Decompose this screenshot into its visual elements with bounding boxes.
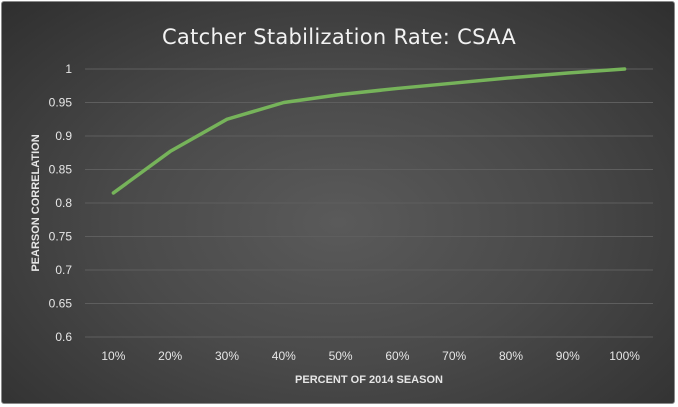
x-tick-label: 70% — [442, 349, 466, 363]
data-point — [566, 71, 570, 75]
data-point — [395, 86, 399, 90]
data-point — [623, 67, 627, 71]
chart-title: Catcher Stabilization Rate: CSAA — [162, 25, 516, 49]
x-tick-label: 100% — [609, 349, 640, 363]
series-layer — [111, 67, 627, 195]
y-axis-label: PEARSON CORRELATION — [30, 134, 42, 271]
y-tick-label: 0.95 — [49, 96, 73, 110]
y-axis-ticks: 0.6 0.65 0.7 0.75 0.8 0.85 0.9 0.95 1 — [49, 62, 73, 344]
y-tick-label: 1 — [65, 62, 72, 76]
x-tick-label: 20% — [158, 349, 182, 363]
gridlines — [85, 68, 653, 338]
x-tick-label: 60% — [385, 349, 409, 363]
series-line — [111, 67, 627, 195]
x-axis-ticks: 10% 20% 30% 40% 50% 60% 70% 80% 90% 100% — [101, 349, 640, 363]
y-tick-label: 0.9 — [55, 129, 72, 143]
y-tick-label: 0.75 — [49, 230, 73, 244]
y-tick-label: 0.85 — [49, 163, 73, 177]
data-point — [282, 101, 286, 104]
x-tick-label: 40% — [272, 349, 296, 363]
x-tick-label: 80% — [499, 349, 523, 363]
data-point — [168, 149, 172, 153]
y-tick-label: 0.7 — [55, 263, 72, 277]
data-point — [509, 76, 513, 80]
y-tick-label: 0.8 — [55, 196, 72, 210]
data-point — [225, 117, 229, 121]
x-tick-label: 90% — [556, 349, 580, 363]
x-tick-label: 10% — [101, 349, 125, 363]
x-tick-label: 30% — [215, 349, 239, 363]
y-tick-label: 0.65 — [49, 297, 73, 311]
y-tick-label: 0.6 — [55, 330, 72, 344]
x-axis-label: PERCENT OF 2014 SEASON — [295, 374, 443, 386]
data-point — [339, 92, 343, 96]
data-point — [452, 81, 456, 85]
x-tick-label: 50% — [329, 349, 353, 363]
data-point — [111, 191, 115, 195]
